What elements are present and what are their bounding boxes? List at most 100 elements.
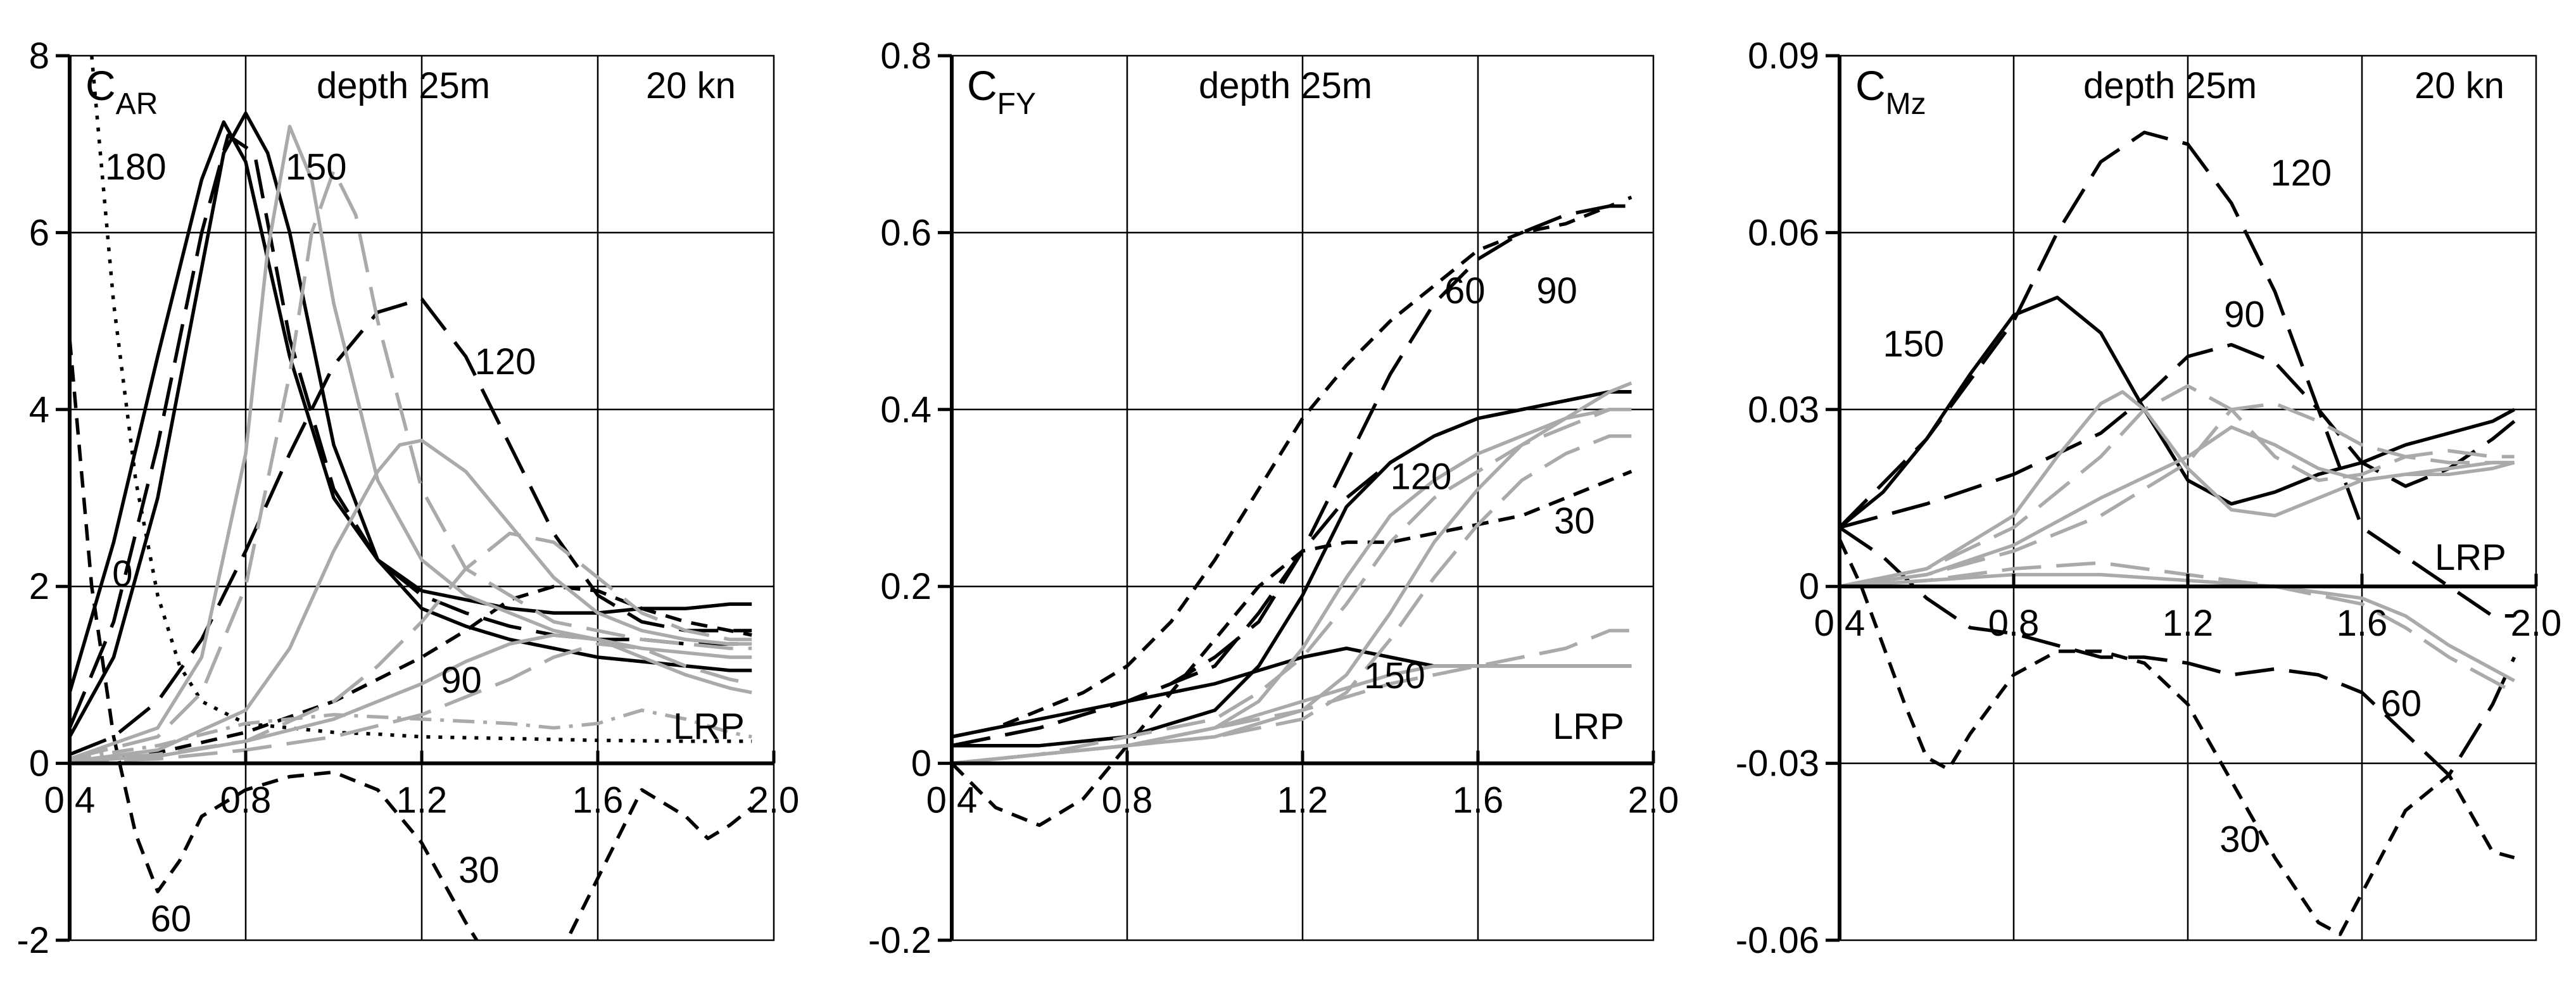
y-tick-label: -0.06 bbox=[1736, 920, 1819, 961]
y-tick-label: 0.06 bbox=[1748, 212, 1819, 253]
series-line bbox=[70, 531, 752, 764]
ticks-car: -2 0 2 4 6 8 0.4 0.8 1.2 1.6 2.0 bbox=[16, 35, 799, 961]
series-line bbox=[70, 111, 752, 738]
y-tick-label: 0 bbox=[911, 743, 931, 784]
depth-label-cmz: depth 25m bbox=[2083, 65, 2257, 106]
coef-symbol: C bbox=[85, 62, 116, 109]
y-tick-label: 4 bbox=[29, 389, 49, 431]
x-tick-label: 2.0 bbox=[1628, 780, 1679, 821]
curve-label: 60 bbox=[2381, 683, 2422, 724]
ticks-cmz: -0.06 -0.03 0 0.03 0.06 0.09 0.4 0.8 1.2 1.6 2.0 bbox=[1736, 35, 2562, 961]
speed-label-cmz: 20 kn bbox=[2415, 65, 2504, 106]
series-line bbox=[1840, 526, 2516, 777]
x-tick-label: 1.6 bbox=[2337, 603, 2388, 644]
series-line bbox=[70, 120, 752, 693]
ticks-cfy: -0.2 0 0.2 0.4 0.6 0.8 0.4 0.8 1.2 1.6 2.0 bbox=[868, 35, 1679, 961]
coef-label-cmz: CMz bbox=[1855, 62, 1926, 121]
curve-label: 90 bbox=[1536, 270, 1577, 312]
series-line bbox=[1840, 538, 2515, 936]
lrp-label-car: LRP bbox=[673, 706, 745, 747]
labels-cfy: 60 90 120 30 150 bbox=[1364, 270, 1595, 696]
x-tick-label: 1.2 bbox=[396, 780, 448, 821]
y-tick-label: -0.2 bbox=[868, 920, 931, 961]
series-line bbox=[70, 584, 752, 764]
curve-label: 150 bbox=[1883, 324, 1944, 365]
series-cmz bbox=[1840, 130, 2516, 936]
lrp-label-cmz: LRP bbox=[2435, 537, 2506, 578]
curve-label: 180 bbox=[105, 147, 167, 188]
coef-subscript: Mz bbox=[1886, 87, 1926, 121]
y-tick-label: 6 bbox=[29, 212, 49, 253]
curve-label: 30 bbox=[1554, 500, 1595, 541]
curve-label: 90 bbox=[2224, 294, 2265, 335]
curve-label: 60 bbox=[151, 898, 192, 940]
coef-subscript: AR bbox=[116, 87, 158, 121]
series-line bbox=[70, 438, 752, 764]
y-tick-label: 0.4 bbox=[880, 389, 931, 431]
series-car bbox=[70, 56, 753, 940]
labels-car: 180 150 120 0 90 30 60 bbox=[105, 147, 536, 940]
series-line bbox=[1840, 390, 2515, 588]
lrp-label-cfy: LRP bbox=[1553, 706, 1624, 747]
labels-cmz: 120 150 90 60 30 bbox=[1883, 153, 2421, 860]
series-line bbox=[952, 629, 1632, 765]
curve-label: 30 bbox=[2219, 819, 2261, 860]
series-cfy bbox=[952, 195, 1632, 828]
series-line bbox=[952, 408, 1632, 765]
x-tick-label: 2.0 bbox=[748, 780, 800, 821]
series-line bbox=[952, 204, 1632, 739]
y-tick-label: 0.2 bbox=[880, 566, 931, 607]
x-tick-label: 0.4 bbox=[1814, 603, 1866, 644]
curve-label: 150 bbox=[1364, 655, 1425, 696]
depth-label-cfy: depth 25m bbox=[1199, 65, 1372, 106]
curve-label: 120 bbox=[1391, 456, 1452, 498]
y-tick-label: -0.03 bbox=[1736, 743, 1819, 784]
coef-symbol: C bbox=[1855, 62, 1886, 109]
series-line bbox=[952, 390, 1632, 748]
panel-cmz: -0.06 -0.03 0 0.03 0.06 0.09 0.4 0.8 1.2 1.6 2.0 1… bbox=[1736, 35, 2562, 961]
coef-label-cfy: CFY bbox=[967, 62, 1036, 121]
y-tick-label: 8 bbox=[29, 35, 49, 77]
x-tick-label: 1.2 bbox=[1277, 780, 1329, 821]
curve-label: 30 bbox=[458, 850, 500, 891]
curve-label: 120 bbox=[2270, 153, 2332, 194]
series-line bbox=[70, 297, 752, 757]
curve-label: 60 bbox=[1444, 270, 1486, 312]
x-tick-label: 1.6 bbox=[572, 780, 624, 821]
x-tick-label: 1.2 bbox=[2162, 603, 2214, 644]
series-line bbox=[1840, 130, 2515, 618]
series-line bbox=[952, 390, 1632, 748]
depth-label-car: depth 25m bbox=[317, 65, 490, 106]
curve-label: 120 bbox=[475, 341, 536, 382]
series-line bbox=[70, 125, 752, 761]
y-tick-label: 0.6 bbox=[880, 212, 931, 253]
grid-cmz bbox=[1840, 56, 2536, 940]
curve-label: 90 bbox=[441, 660, 482, 701]
y-tick-label: 0 bbox=[29, 743, 49, 784]
x-tick-label: 0.8 bbox=[220, 780, 272, 821]
x-tick-label: 2.0 bbox=[2511, 603, 2562, 644]
series-line bbox=[70, 168, 752, 761]
curve-label: 0 bbox=[112, 553, 132, 595]
series-line bbox=[1840, 296, 2515, 529]
y-tick-label: 0 bbox=[1799, 566, 1819, 607]
series-line bbox=[1840, 425, 2515, 588]
series-line bbox=[70, 708, 752, 761]
series-line bbox=[1840, 343, 2516, 529]
y-tick-label: 2 bbox=[29, 566, 49, 607]
y-tick-label: 0.8 bbox=[880, 35, 931, 77]
panel-cfy: -0.2 0 0.2 0.4 0.6 0.8 0.4 0.8 1.2 1.6 2.0 60 90 120… bbox=[868, 35, 1679, 961]
coef-symbol: C bbox=[967, 62, 997, 109]
curve-label: 150 bbox=[286, 147, 347, 188]
y-tick-label: 0.09 bbox=[1748, 35, 1819, 77]
series-line bbox=[1840, 401, 2515, 588]
y-tick-label: -2 bbox=[16, 920, 49, 961]
x-tick-label: 0.8 bbox=[1102, 780, 1153, 821]
series-line bbox=[1840, 384, 2515, 588]
coef-label-car: CAR bbox=[85, 62, 158, 121]
x-tick-label: 1.6 bbox=[1453, 780, 1504, 821]
x-tick-label: 0.4 bbox=[44, 780, 96, 821]
series-line bbox=[952, 664, 1632, 765]
